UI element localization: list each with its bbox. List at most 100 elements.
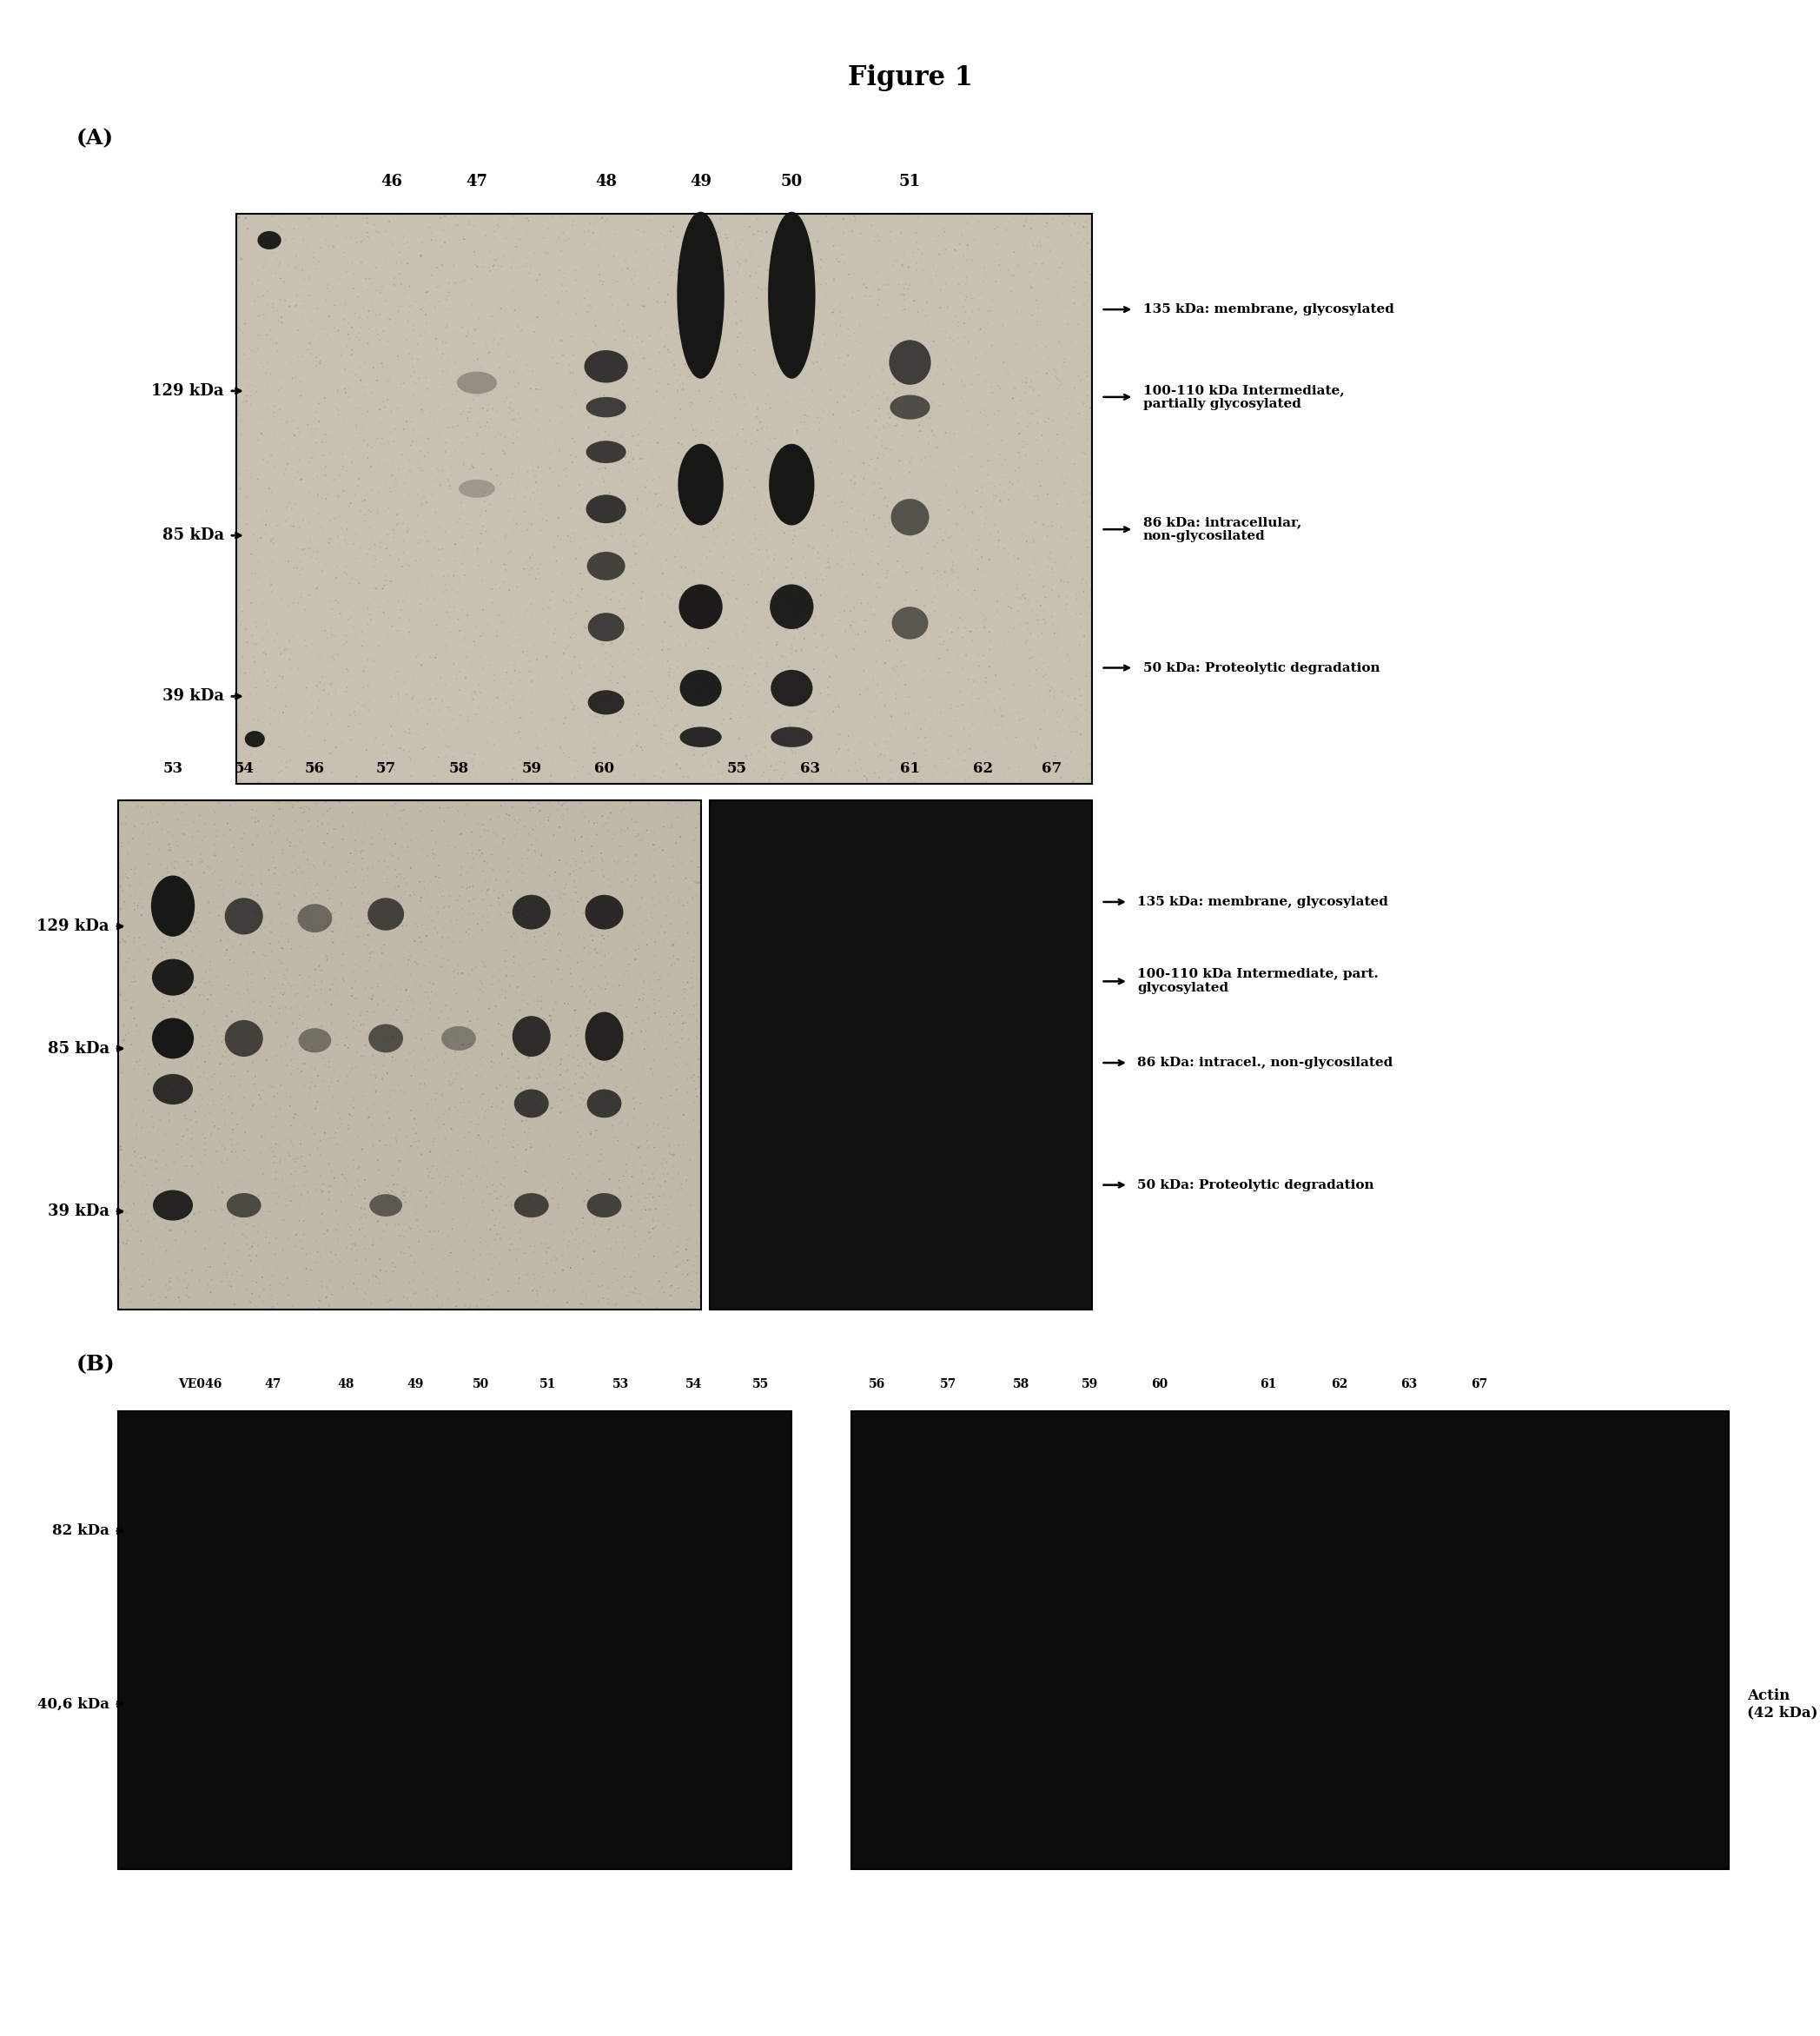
Point <box>1036 570 1065 603</box>
Point <box>391 766 420 798</box>
Point <box>632 1014 661 1047</box>
Point <box>608 951 637 983</box>
Point <box>522 1063 551 1095</box>
Point <box>588 845 617 878</box>
Point <box>193 808 222 841</box>
Point <box>167 1008 197 1040</box>
Point <box>164 1262 193 1295</box>
Point <box>178 977 207 1010</box>
Point <box>464 379 493 411</box>
Point <box>599 603 628 635</box>
Point <box>617 1022 646 1055</box>
Point <box>717 702 746 735</box>
Point <box>692 564 721 597</box>
Point <box>1074 279 1103 312</box>
Point <box>624 928 653 961</box>
Point <box>226 403 255 436</box>
Point <box>371 464 400 497</box>
Point <box>433 731 462 764</box>
Point <box>308 808 337 841</box>
Point <box>863 257 892 289</box>
Point <box>133 1205 162 1238</box>
Point <box>566 851 595 884</box>
Point <box>661 794 690 827</box>
Point <box>404 1226 433 1258</box>
Point <box>522 731 551 764</box>
Point <box>604 635 633 668</box>
Point <box>164 1234 193 1266</box>
Point <box>126 861 155 894</box>
Point <box>484 1246 513 1279</box>
Point <box>570 1042 599 1075</box>
Point <box>482 395 511 428</box>
Point <box>539 884 568 916</box>
Point <box>502 1038 531 1071</box>
Point <box>550 1071 579 1104</box>
Point <box>295 800 324 833</box>
Point <box>550 759 579 792</box>
Point <box>355 599 384 631</box>
Point <box>968 550 997 582</box>
Point <box>561 761 590 794</box>
Point <box>300 1069 329 1101</box>
Point <box>420 1183 450 1215</box>
Point <box>371 246 400 279</box>
Point <box>322 1128 351 1161</box>
Point <box>826 309 855 342</box>
Point <box>435 788 464 821</box>
Point <box>508 1077 537 1110</box>
Point <box>1003 542 1032 574</box>
Point <box>240 1069 269 1101</box>
Point <box>410 440 439 472</box>
Point <box>193 849 222 882</box>
Point <box>246 867 275 900</box>
Point <box>433 210 462 242</box>
Point <box>593 800 622 833</box>
Point <box>195 1250 224 1283</box>
Point <box>744 250 774 283</box>
Point <box>956 305 985 338</box>
Point <box>774 202 803 234</box>
Point <box>768 265 797 297</box>
Point <box>408 491 437 523</box>
Point <box>460 971 490 1004</box>
Point <box>679 413 708 446</box>
Point <box>724 248 753 281</box>
Point <box>526 529 555 562</box>
Point <box>395 1049 424 1081</box>
Point <box>357 983 386 1016</box>
Point <box>662 444 692 476</box>
Point <box>186 1207 215 1240</box>
Point <box>329 1152 359 1185</box>
Point <box>792 411 821 444</box>
Point <box>581 932 610 965</box>
Point <box>473 1124 502 1156</box>
Point <box>1050 346 1079 379</box>
Point <box>391 438 420 470</box>
Point <box>186 1195 215 1228</box>
Point <box>406 312 435 344</box>
Point <box>233 478 262 511</box>
Point <box>548 798 577 831</box>
Point <box>612 430 641 462</box>
Point <box>1019 438 1048 470</box>
Point <box>226 867 255 900</box>
Point <box>288 1179 317 1211</box>
Point <box>140 1124 169 1156</box>
Point <box>874 383 903 415</box>
Point <box>517 373 546 405</box>
Point <box>655 1079 684 1112</box>
Point <box>664 810 693 843</box>
Point <box>592 535 621 568</box>
Point <box>470 1101 499 1134</box>
Point <box>195 1018 224 1051</box>
Point <box>169 1099 198 1132</box>
Point <box>289 821 318 853</box>
Point <box>748 344 777 377</box>
Point <box>324 356 353 389</box>
Point <box>681 735 710 768</box>
Point <box>562 1030 592 1063</box>
Point <box>186 1264 215 1297</box>
Point <box>428 1260 457 1293</box>
Point <box>606 391 635 423</box>
